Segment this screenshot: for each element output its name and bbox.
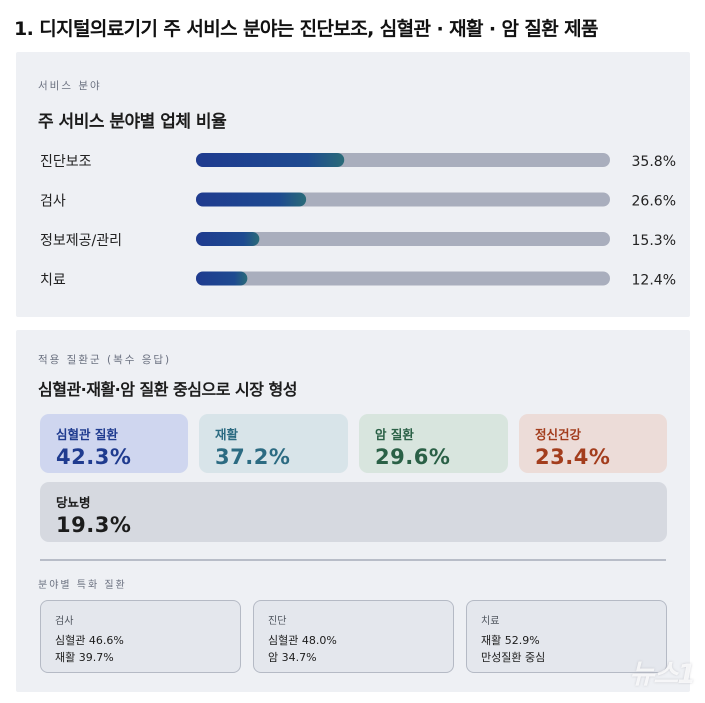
bar bbox=[196, 271, 248, 286]
service-bar-chart: 진단보조 35.8% 검사 26.6% 정보제공/관리 15.3% 치료 12.4% bbox=[40, 153, 676, 289]
specialty-line: 재활 52.9% bbox=[481, 634, 540, 647]
specialty-box-caption: 치료 bbox=[481, 616, 500, 627]
bar-category-label: 정보제공/관리 bbox=[40, 233, 122, 249]
headline: 1. 디지털의료기기 주 서비스 분야는 진단보조, 심혈관 · 재활 · 암 … bbox=[14, 18, 599, 40]
bar bbox=[196, 192, 307, 207]
specialty-box-test: 검사 심혈관 46.6% 재활 39.7% bbox=[40, 600, 241, 673]
bar bbox=[196, 232, 260, 246]
disease-caption: 적용 질환군 (복수 응답) bbox=[38, 354, 172, 366]
stat-name: 심혈관 질환 bbox=[56, 427, 118, 442]
stat-box-rehabilitation: 재활 37.2% bbox=[199, 414, 348, 473]
stat-box-diabetes: 당뇨병 19.3% bbox=[40, 482, 667, 542]
service-caption: 서비스 분야 bbox=[38, 80, 102, 92]
stat-name: 암 질환 bbox=[375, 427, 414, 442]
specialty-line: 암 34.7% bbox=[268, 651, 317, 664]
stat-name: 정신건강 bbox=[535, 427, 582, 442]
specialty-line: 심혈관 46.6% bbox=[55, 634, 124, 647]
specialty-box-diagnosis: 진단 심혈관 48.0% 암 34.7% bbox=[253, 600, 454, 673]
bar-value-label: 15.3% bbox=[632, 233, 676, 249]
stat-value: 42.3% bbox=[56, 445, 132, 469]
stat-name: 재활 bbox=[215, 427, 239, 442]
bar-category-label: 진단보조 bbox=[40, 154, 92, 170]
stat-name: 당뇨병 bbox=[56, 495, 91, 510]
bar-category-label: 치료 bbox=[40, 273, 66, 289]
bar-value-label: 26.6% bbox=[632, 194, 676, 210]
specialty-line: 재활 39.7% bbox=[55, 651, 114, 664]
service-panel: 서비스 분야 주 서비스 분야별 업체 비율 진단보조 35.8% 검사 26.6% 정… bbox=[16, 52, 690, 317]
stat-value: 37.2% bbox=[215, 445, 291, 469]
specialty-line: 심혈관 48.0% bbox=[268, 634, 337, 647]
stat-value: 23.4% bbox=[535, 445, 611, 469]
specialty-box-treatment: 치료 재활 52.9% 만성질환 중심 bbox=[466, 600, 667, 673]
specialty-box-caption: 진단 bbox=[268, 616, 287, 627]
bar bbox=[196, 153, 345, 167]
bar-value-label: 35.8% bbox=[632, 154, 676, 170]
disease-title: 심혈관·재활·암 질환 중심으로 시장 형성 bbox=[38, 380, 297, 399]
specialty-line: 만성질환 중심 bbox=[481, 651, 546, 664]
disease-panel: 적용 질환군 (복수 응답) 심혈관·재활·암 질환 중심으로 시장 형성 심혈… bbox=[16, 330, 690, 692]
divider bbox=[40, 559, 666, 561]
stat-box-mental-health: 정신건강 23.4% bbox=[519, 414, 667, 473]
bar-track bbox=[196, 232, 610, 246]
specialty-caption: 분야별 특화 질환 bbox=[38, 580, 127, 591]
bar-category-label: 검사 bbox=[40, 194, 66, 210]
stat-value: 19.3% bbox=[56, 513, 132, 537]
bar-value-label: 12.4% bbox=[632, 273, 676, 289]
bar-track bbox=[196, 271, 610, 286]
service-title: 주 서비스 분야별 업체 비율 bbox=[38, 112, 227, 132]
specialty-box-caption: 검사 bbox=[55, 616, 74, 627]
stat-value: 29.6% bbox=[375, 445, 451, 469]
stat-box-cancer: 암 질환 29.6% bbox=[359, 414, 508, 473]
watermark-logo: 뉴스1 bbox=[629, 659, 696, 690]
stat-box-cardiovascular: 심혈관 질환 42.3% bbox=[40, 414, 188, 473]
